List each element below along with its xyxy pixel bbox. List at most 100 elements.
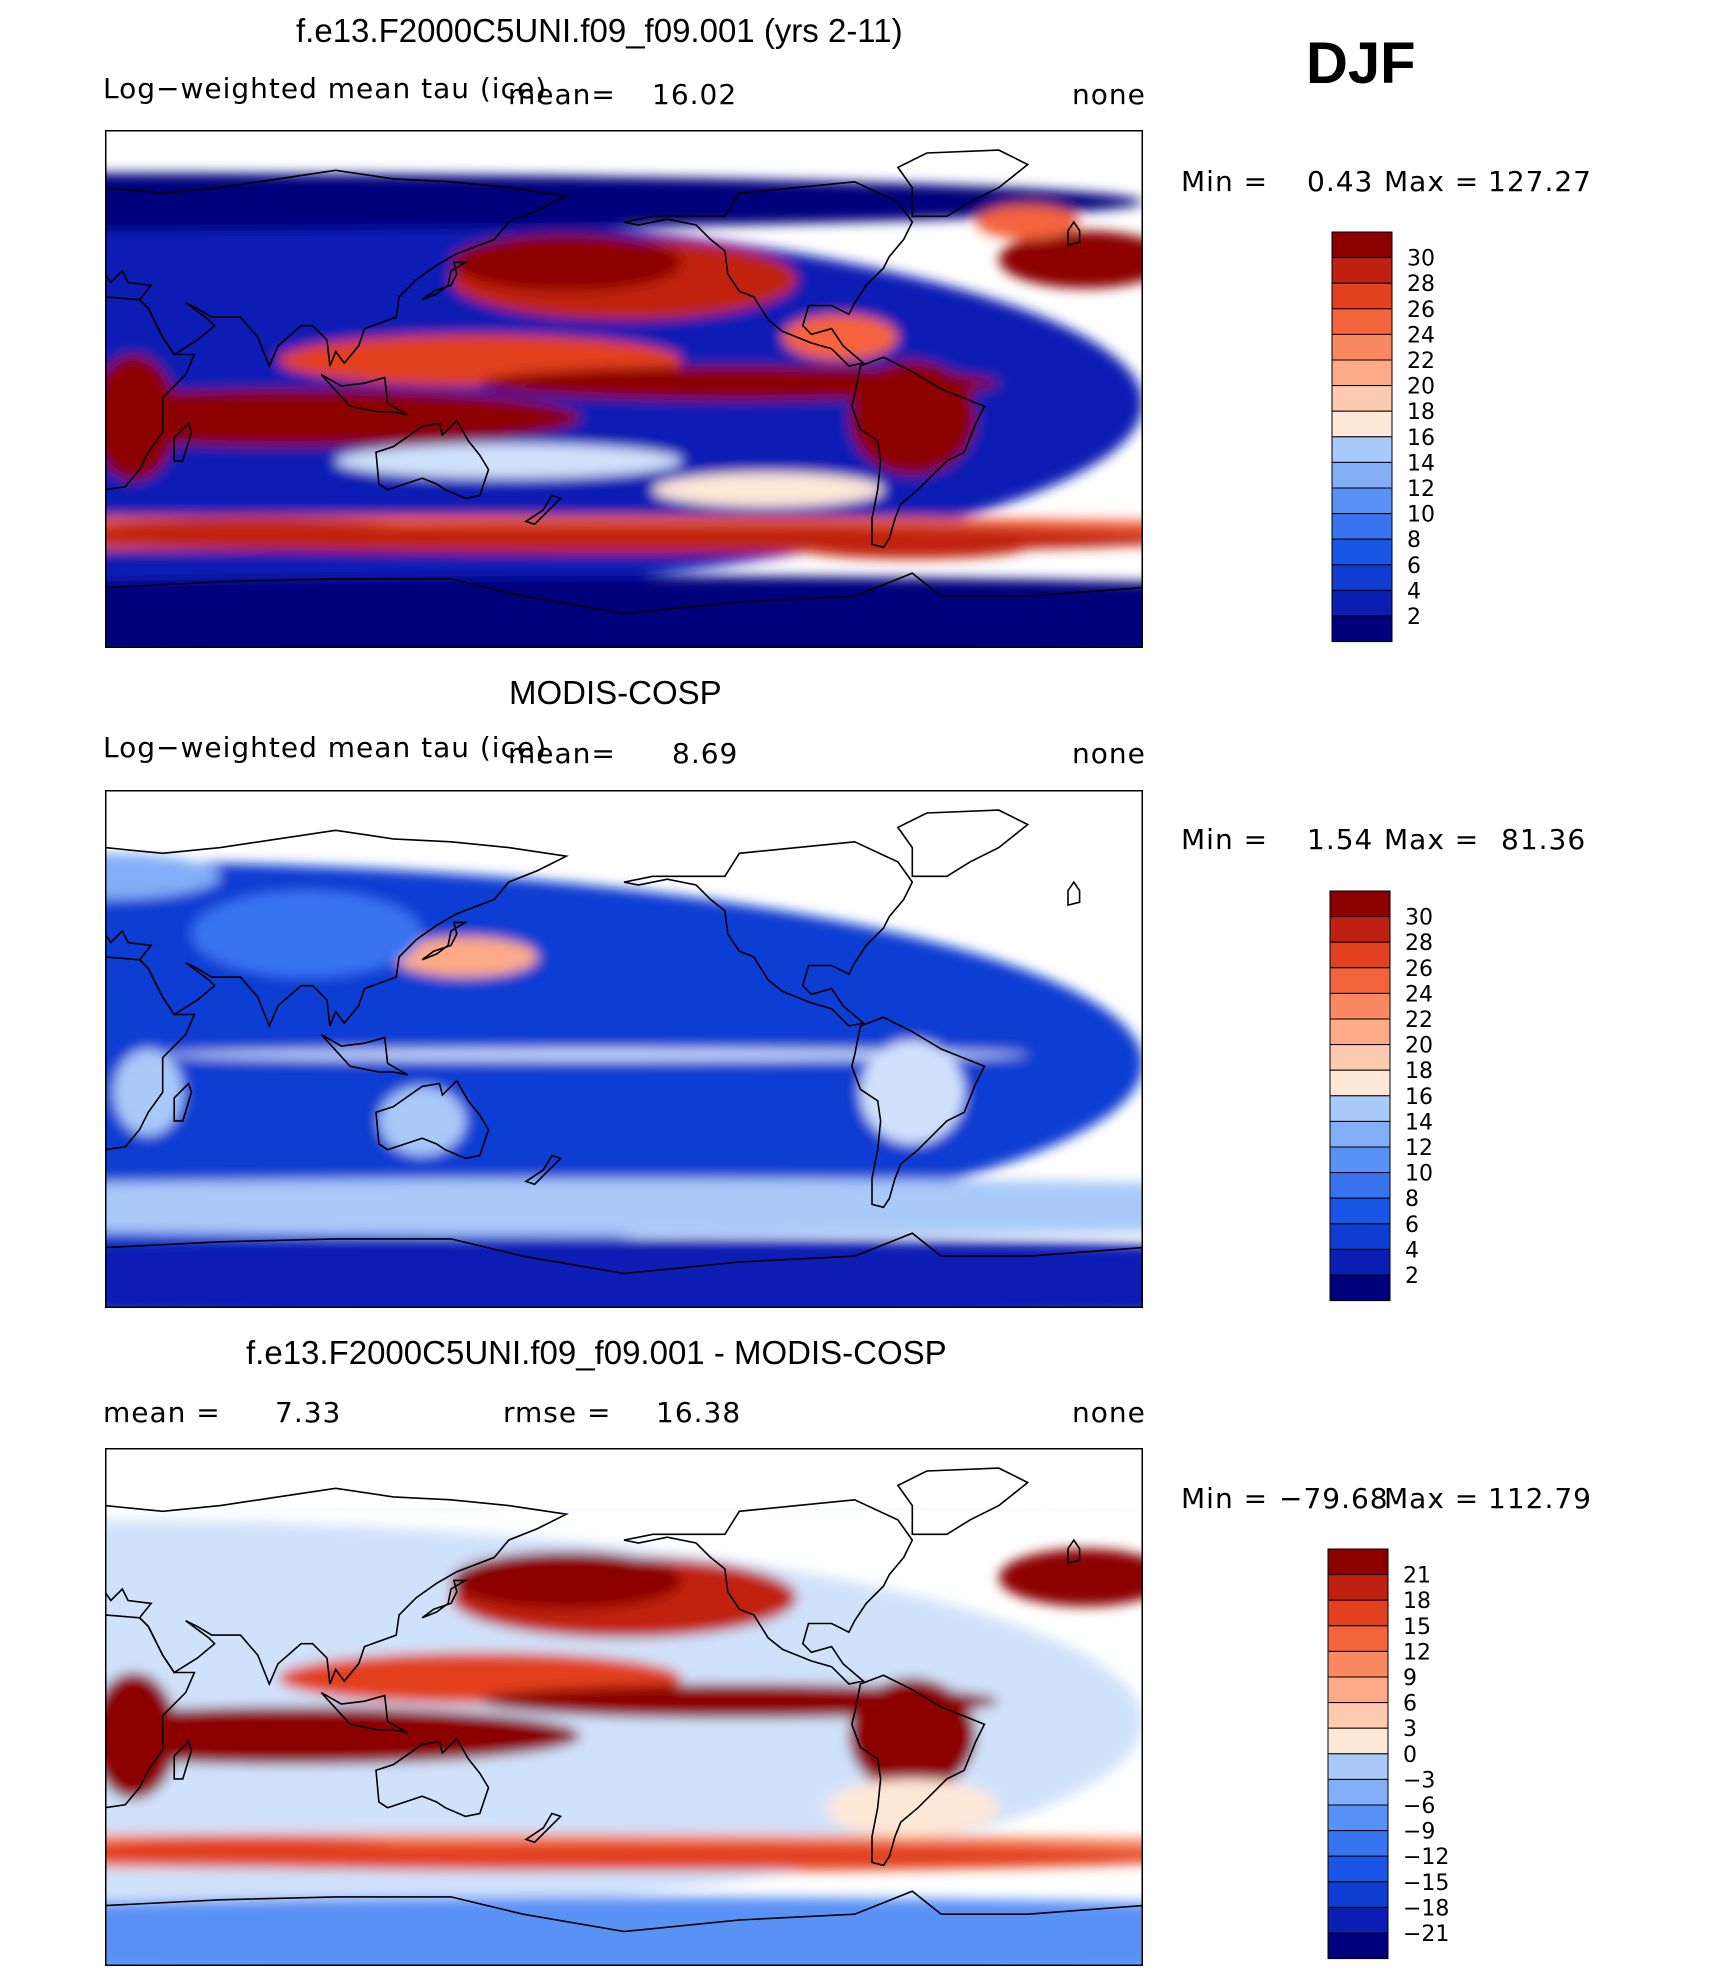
colorbar-box — [1331, 513, 1393, 540]
colorbar-box — [1327, 1548, 1389, 1576]
colorbar-box — [1331, 564, 1393, 591]
colorbar-tick-label: 14 — [1407, 451, 1435, 476]
coastline-africa — [105, 1614, 196, 1809]
field-region — [451, 233, 682, 292]
colorbar-tick-label: 6 — [1403, 1692, 1417, 1717]
colorbar-box — [1329, 916, 1391, 943]
colorbar-tick-label: 22 — [1407, 349, 1435, 374]
colorbar-tick-label: 10 — [1407, 503, 1435, 528]
coastline-south-america — [850, 356, 986, 549]
colorbar-box — [1331, 385, 1393, 412]
colorbar-box — [1329, 1069, 1391, 1097]
panel3-mean-value: 7.33 — [275, 1396, 342, 1429]
coastline-antarctica — [105, 1890, 1143, 1966]
map-frame — [105, 790, 1143, 1308]
map-frame — [105, 1448, 1143, 1966]
coastline-borneo-indonesia — [320, 1033, 409, 1076]
coastline-japan — [421, 921, 469, 961]
coastline-north-america — [623, 1498, 914, 1685]
colorbar-box — [1327, 1881, 1389, 1908]
colorbar-tick-label: 18 — [1407, 400, 1435, 425]
colorbar-tick-label: 3 — [1403, 1717, 1417, 1742]
field-region — [105, 518, 423, 548]
coastline-uk — [1067, 220, 1081, 247]
colorbar-tick-label: 10 — [1405, 1162, 1433, 1187]
field-region — [848, 360, 976, 476]
coastline-japan — [421, 261, 469, 301]
colorbar-tick-label: 4 — [1407, 579, 1421, 604]
colorbar-box — [1331, 538, 1393, 566]
colorbar-tick-label: 28 — [1407, 272, 1435, 297]
panel2-mean-value: 8.69 — [672, 737, 739, 770]
colorbar-box — [1327, 1906, 1389, 1934]
field-region — [162, 1049, 1028, 1061]
panel3-units: none — [1072, 1396, 1146, 1429]
panel2-min-value: 1.54 — [1307, 823, 1374, 856]
panel2-max-label: Max = — [1384, 823, 1480, 856]
colorbar-tick-label: −3 — [1403, 1768, 1435, 1793]
coastline-borneo-indonesia — [320, 373, 409, 416]
field-region — [335, 443, 682, 479]
colorbar-tick-label: 20 — [1407, 375, 1435, 400]
colorbar-tick-label: 8 — [1405, 1187, 1419, 1212]
colorbar-box — [1329, 1146, 1391, 1174]
coastline-uk — [1067, 1538, 1081, 1565]
colorbar-tick-label: 24 — [1405, 982, 1433, 1007]
colorbar-tick-label: 8 — [1407, 528, 1421, 553]
colorbar-tick-label: 24 — [1407, 323, 1435, 348]
colorbar-box — [1329, 1095, 1391, 1122]
coastline-north-america — [623, 840, 914, 1027]
field-region — [113, 1049, 183, 1136]
coastline-australia — [375, 1737, 490, 1818]
field-region — [652, 472, 884, 507]
colorbar-box — [1331, 410, 1393, 438]
colorbar-tick-label: 12 — [1407, 477, 1435, 502]
panel3-min-label: Min = — [1181, 1482, 1269, 1515]
field-region — [105, 1707, 581, 1765]
coastline-borneo-indonesia — [320, 1691, 409, 1734]
colorbar-tick-label: 6 — [1407, 554, 1421, 579]
colorbar-tick-label: −18 — [1403, 1896, 1449, 1921]
panel1-units: none — [1072, 78, 1146, 111]
coastline-africa — [105, 956, 196, 1151]
panel1-max-value: 127.27 — [1488, 165, 1592, 198]
panel2-map — [105, 790, 1143, 1308]
coastline-south-america — [850, 1674, 986, 1867]
colorbar-tick-label: 4 — [1405, 1238, 1419, 1263]
coastline-japan — [421, 1579, 469, 1619]
panel3-rmse-value: 16.38 — [656, 1396, 742, 1429]
colorbar-box — [1329, 967, 1391, 994]
panel3-title: f.e13.F2000C5UNI.f09_f09.001 - MODIS-COS… — [246, 1334, 947, 1371]
colorbar-box — [1327, 1625, 1389, 1652]
colorbar-box — [1327, 1599, 1389, 1627]
panel1-min-value: 0.43 — [1307, 165, 1374, 198]
panel2-min-label: Min = — [1181, 823, 1269, 856]
colorbar-tick-label: 20 — [1405, 1034, 1433, 1059]
colorbar-tick-label: 2 — [1405, 1264, 1419, 1289]
field-region — [105, 202, 1143, 605]
panel3-colorbar: 21 18 15 12 9 6 3 0 −3 −6 −9 −12 −15 −18 −21 — [1327, 1548, 1487, 1967]
field-region — [797, 535, 1028, 559]
colorbar-tick-label: 15 — [1403, 1615, 1431, 1640]
colorbar-box — [1331, 333, 1393, 361]
field-region — [105, 1672, 178, 1800]
field-region — [825, 1778, 999, 1837]
colorbar-tick-label: 30 — [1407, 247, 1435, 272]
colorbar-box — [1331, 461, 1393, 489]
coastline-greenland — [896, 1467, 1030, 1536]
colorbar-tick-label: 26 — [1405, 957, 1433, 982]
colorbar-box — [1331, 282, 1393, 310]
colorbar-box — [1327, 1855, 1389, 1883]
colorbar-box — [1329, 1197, 1391, 1225]
colorbar-tick-label: 26 — [1407, 298, 1435, 323]
colorbar-tick-label: 28 — [1405, 931, 1433, 956]
coastline-antarctica — [105, 1232, 1143, 1308]
coastline-south-america — [850, 1016, 986, 1209]
panel3-mean-label: mean = — [103, 1396, 221, 1429]
colorbar-tick-label: 21 — [1403, 1564, 1431, 1589]
colorbar-box — [1327, 1676, 1389, 1704]
colorbar-box — [1329, 1172, 1391, 1199]
colorbar-box — [1327, 1650, 1389, 1678]
panel3-map — [105, 1448, 1143, 1966]
